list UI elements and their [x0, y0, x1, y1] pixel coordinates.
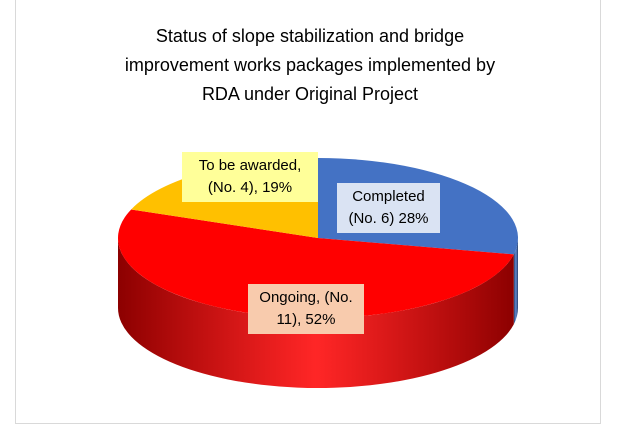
chart-border	[15, 0, 601, 424]
data-label: To be awarded, (No. 4), 19%	[182, 152, 318, 202]
data-label: Completed (No. 6) 28%	[337, 183, 440, 233]
chart-title: Status of slope stabilization and bridge…	[124, 26, 496, 104]
data-label: Ongoing, (No. 11), 52%	[248, 284, 364, 334]
pie-side	[118, 238, 514, 389]
pie-side	[513, 238, 518, 325]
pie-slice	[117, 209, 514, 318]
